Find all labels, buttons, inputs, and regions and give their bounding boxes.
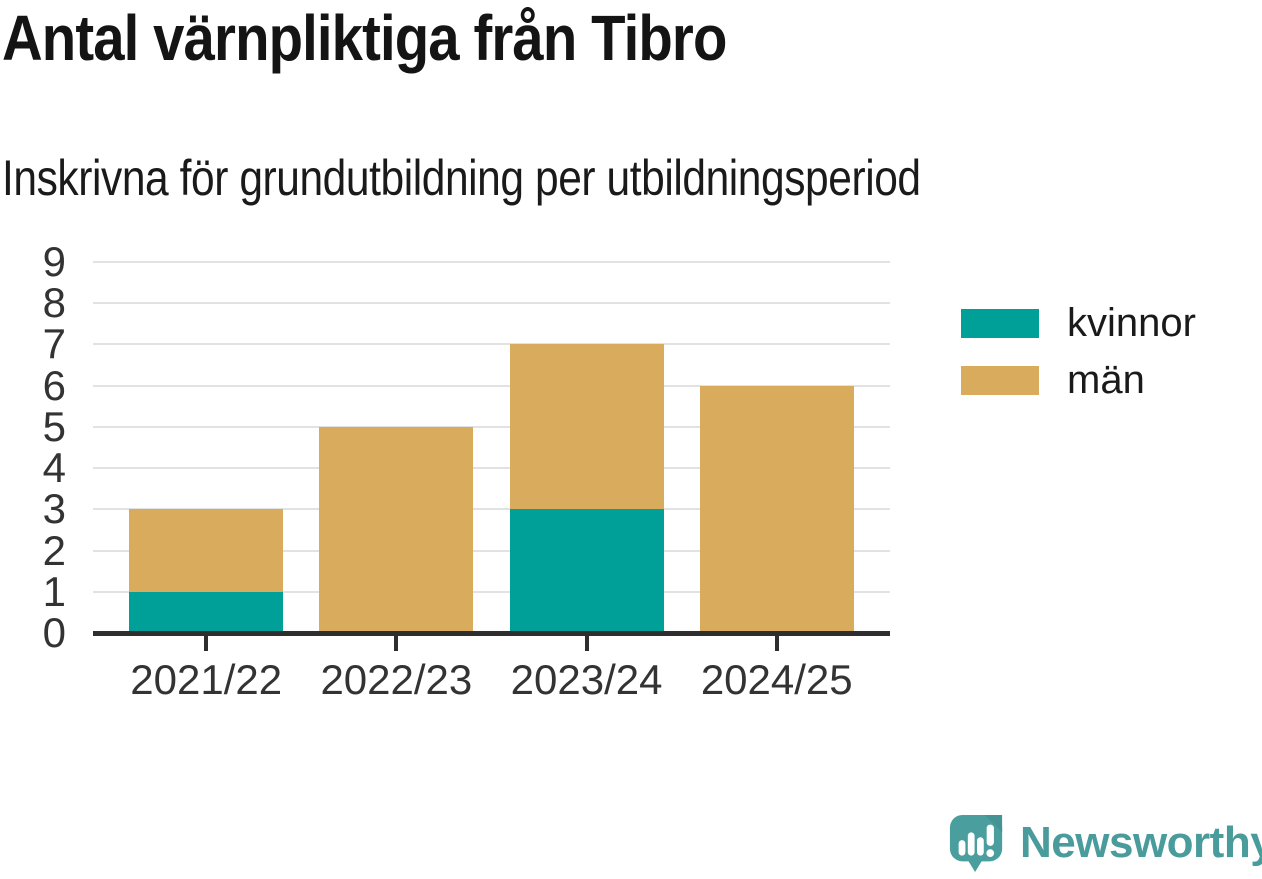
bar-segment-män xyxy=(129,509,284,592)
x-axis-tick-label: 2022/23 xyxy=(320,656,473,703)
newsworthy-wordmark: Newsworthy xyxy=(1020,818,1262,867)
x-axis-tick xyxy=(700,636,854,651)
y-axis-tick-label: 9 xyxy=(42,238,66,285)
footer-branding: Newsworthy xyxy=(948,812,1262,874)
gridline xyxy=(93,343,890,346)
x-axis-labels: 2021/22 2022/23 2023/24 2024/25 xyxy=(93,656,890,704)
legend-item-kvinnor: kvinnor xyxy=(961,300,1196,346)
gridline xyxy=(93,590,890,593)
gridline xyxy=(93,425,890,428)
bar-segment-män xyxy=(319,426,474,633)
legend-swatch-kvinnor xyxy=(961,308,1039,338)
chart-title: Antal värnpliktiga från Tibro xyxy=(2,2,727,74)
bar-2022/23 xyxy=(319,262,474,633)
x-axis-line xyxy=(93,631,890,636)
x-axis-tick xyxy=(129,636,283,651)
gridline xyxy=(93,508,890,511)
y-axis-tick-label: 2 xyxy=(42,526,66,574)
y-axis-tick-label: 3 xyxy=(42,485,66,533)
chart-subtitle: Inskrivna för grundutbildning per utbild… xyxy=(2,150,921,206)
x-axis-tick-label: 2023/24 xyxy=(510,656,663,703)
x-axis-tick-label: 2024/25 xyxy=(700,656,853,703)
gridline xyxy=(93,261,890,263)
y-axis-tick-label: 1 xyxy=(42,567,66,615)
bars-container xyxy=(93,262,890,633)
y-axis-tick-label: 0 xyxy=(42,609,66,656)
bar-segment-män xyxy=(509,344,664,510)
x-axis-tick xyxy=(510,636,664,651)
bar-segment-kvinnor xyxy=(509,509,664,633)
x-axis-ticks xyxy=(93,636,890,651)
legend-label: män xyxy=(1067,357,1145,402)
x-axis-tick xyxy=(319,636,473,651)
bar-2021/22 xyxy=(129,262,284,633)
bar-2024/25 xyxy=(699,262,854,633)
y-axis-tick-label: 7 xyxy=(42,320,66,368)
y-axis-tick-label: 8 xyxy=(42,279,66,327)
plot-area xyxy=(93,261,890,633)
legend-label: kvinnor xyxy=(1067,300,1196,345)
legend: kvinnor män xyxy=(961,300,1196,414)
bar-segment-män xyxy=(699,385,854,633)
newsworthy-logo-icon xyxy=(949,814,1003,872)
bar-segment-kvinnor xyxy=(129,591,284,633)
legend-swatch-man xyxy=(961,365,1039,395)
x-axis-tick-label: 2021/22 xyxy=(130,656,283,703)
y-axis-tick-label: 5 xyxy=(42,402,66,450)
y-axis-tick-label: 6 xyxy=(42,361,66,409)
gridline xyxy=(93,467,890,470)
bar-2023/24 xyxy=(509,262,664,633)
y-axis-tick-label: 4 xyxy=(42,444,66,492)
legend-item-man: män xyxy=(961,357,1196,403)
gridline xyxy=(93,384,890,387)
gridline xyxy=(93,549,890,552)
gridline xyxy=(93,302,890,305)
